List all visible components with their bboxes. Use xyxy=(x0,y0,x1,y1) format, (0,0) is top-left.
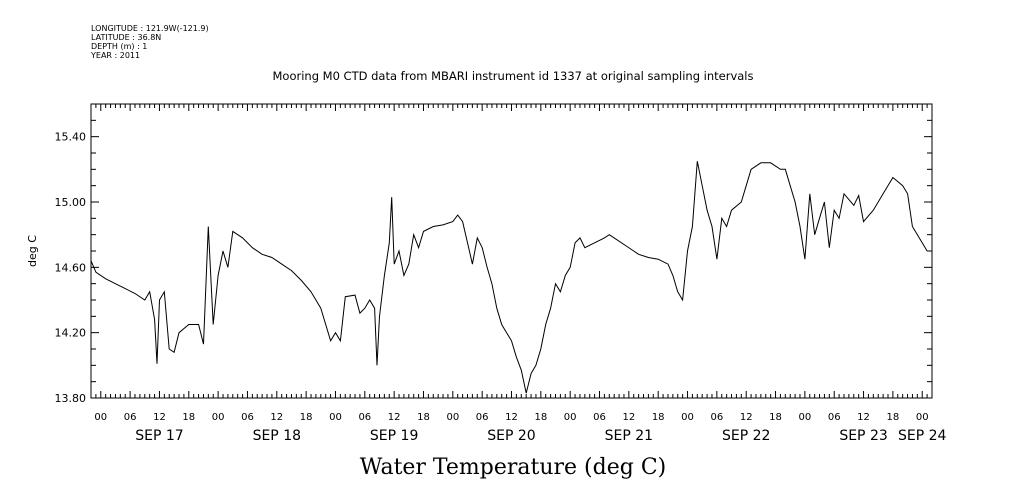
x-tick-label: 06 xyxy=(241,412,254,423)
x-tick-label: 06 xyxy=(710,412,723,423)
x-tick-label: 00 xyxy=(446,412,459,423)
meta-depth: DEPTH (m) : 1 xyxy=(91,42,147,51)
y-tick-label: 14.20 xyxy=(55,327,87,340)
meta-latitude: LATITUDE : 36.8N xyxy=(91,33,161,42)
x-tick-label: 00 xyxy=(329,412,342,423)
x-day-label: SEP 18 xyxy=(253,428,301,444)
y-tick-label: 15.40 xyxy=(55,131,87,144)
x-day-label: SEP 22 xyxy=(722,428,770,444)
x-tick-label: 06 xyxy=(828,412,841,423)
x-day-label: SEP 19 xyxy=(370,428,418,444)
x-day-label: SEP 23 xyxy=(839,428,887,444)
series-line xyxy=(90,161,928,394)
x-tick-label: 18 xyxy=(300,412,313,423)
x-tick-label: 12 xyxy=(153,412,166,423)
y-tick-label: 15.00 xyxy=(55,196,87,209)
x-tick-label: 06 xyxy=(593,412,606,423)
x-tick-label: 12 xyxy=(622,412,635,423)
meta-year: YEAR : 2011 xyxy=(90,51,140,60)
x-day-label: SEP 20 xyxy=(487,428,535,444)
x-tick-label: 00 xyxy=(94,412,107,423)
x-tick-label: 12 xyxy=(270,412,283,423)
x-tick-label: 12 xyxy=(740,412,753,423)
x-tick-label: 18 xyxy=(887,412,900,423)
x-tick-label: 12 xyxy=(505,412,518,423)
y-axis-label: deg C xyxy=(26,235,39,267)
chart-title: Mooring M0 CTD data from MBARI instrumen… xyxy=(273,69,754,83)
x-tick-label: 00 xyxy=(564,412,577,423)
x-tick-label: 06 xyxy=(476,412,489,423)
axes: 00 06 12 18 00 06 12 18 00 06 12 18 00 06 12 18 00 06 12 18… xyxy=(55,103,947,444)
x-tick-label: 00 xyxy=(799,412,812,423)
meta-longitude: LONGITUDE : 121.9W(-121.9) xyxy=(91,24,209,33)
x-axis-label: Water Temperature (deg C) xyxy=(360,455,667,480)
x-tick-label: 18 xyxy=(182,412,195,423)
x-tick-label: 12 xyxy=(388,412,401,423)
x-tick-label: 12 xyxy=(857,412,870,423)
x-day-label: SEP 24 xyxy=(898,428,947,444)
x-tick-label: 18 xyxy=(417,412,430,423)
x-tick-label: 00 xyxy=(212,412,225,423)
x-tick-label: 18 xyxy=(534,412,547,423)
y-tick-label: 14.60 xyxy=(55,261,87,274)
y-tick-label: 13.80 xyxy=(55,392,87,405)
x-tick-label: 06 xyxy=(124,412,137,423)
x-day-label: SEP 17 xyxy=(135,428,183,444)
x-day-label: SEP 21 xyxy=(605,428,653,444)
x-tick-label: 06 xyxy=(358,412,371,423)
x-tick-label: 18 xyxy=(652,412,665,423)
x-tick-label: 18 xyxy=(769,412,782,423)
x-tick-label: 00 xyxy=(916,412,929,423)
x-tick-label: 00 xyxy=(681,412,694,423)
metadata-block: LONGITUDE : 121.9W(-121.9) LATITUDE : 36… xyxy=(90,24,209,60)
